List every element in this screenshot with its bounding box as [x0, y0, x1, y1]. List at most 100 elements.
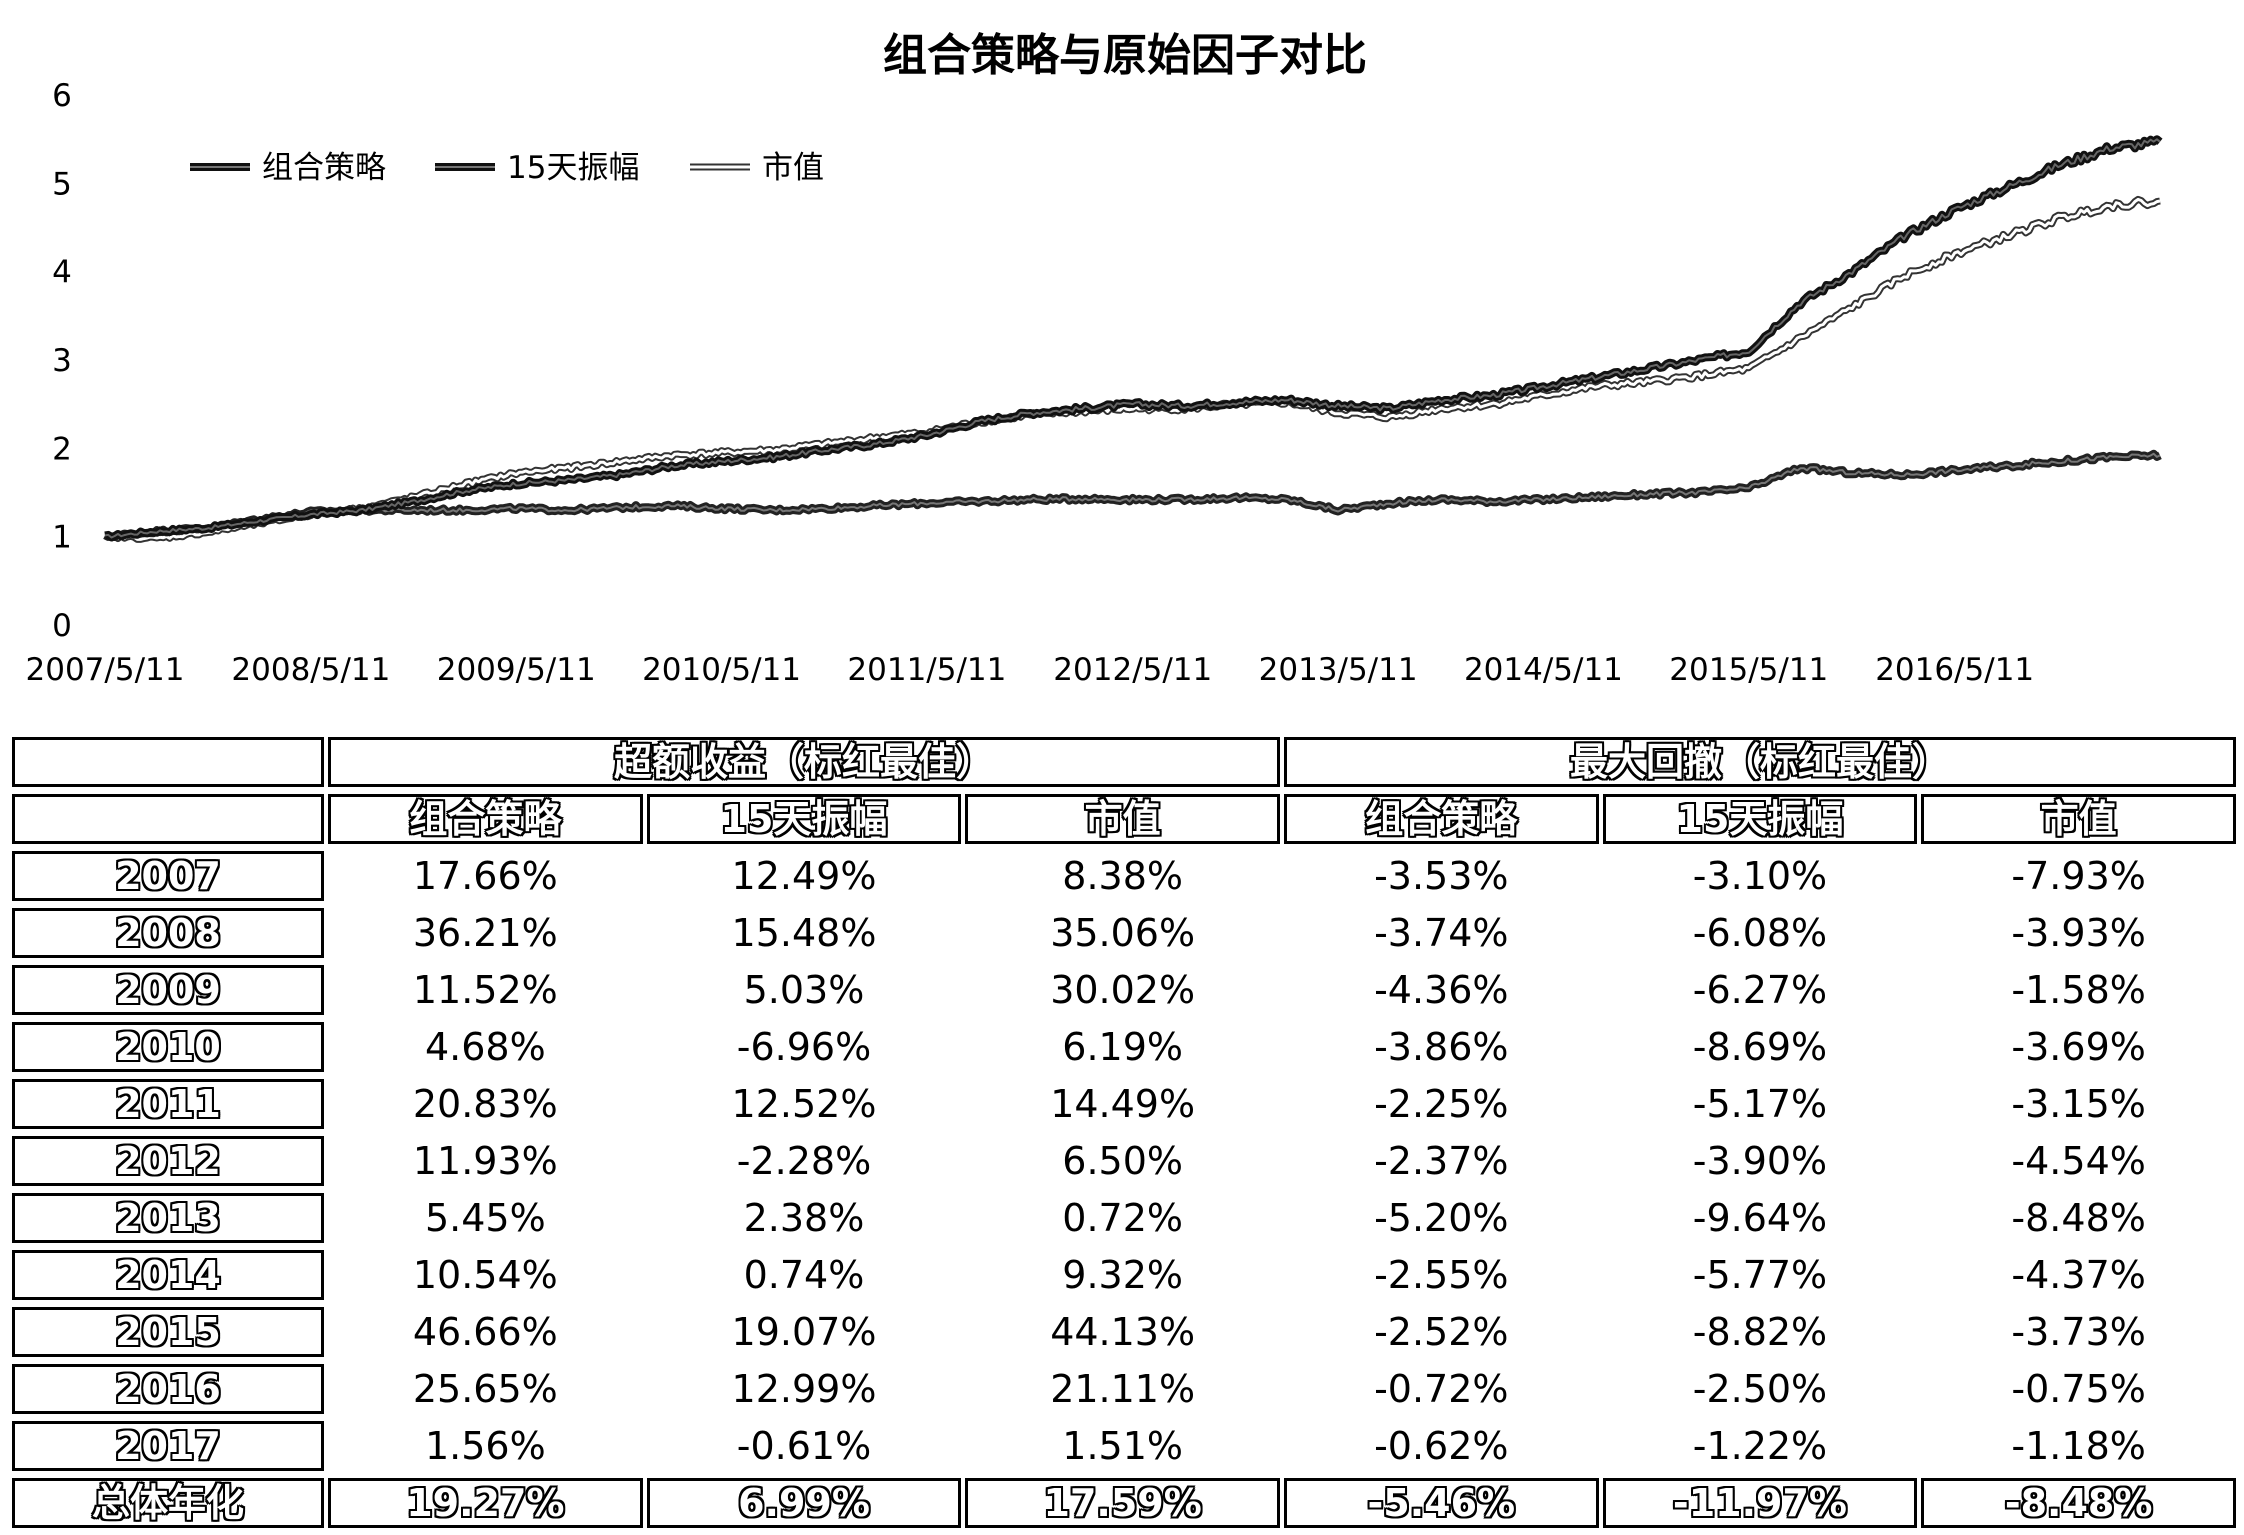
y-tick-label: 4: [52, 255, 72, 291]
value-cell: 19.07%: [731, 1310, 877, 1354]
value-cell: -3.10%: [1692, 854, 1828, 898]
series-line: [103, 449, 2162, 541]
value-cell: 12.52%: [731, 1082, 877, 1126]
legend-item: 市值: [690, 150, 824, 186]
x-tick-label: 2007/5/11: [26, 652, 185, 688]
value-cell: 6.50%: [1062, 1139, 1183, 1183]
chart-legend: 组合策略 15天振幅 市值: [190, 150, 824, 186]
value-cell: -2.55%: [1374, 1253, 1509, 1297]
summary-cell: -8.48%: [1921, 1478, 2236, 1528]
value-cell: -0.75%: [2011, 1367, 2146, 1411]
value-cell: -3.74%: [1374, 911, 1509, 955]
table-row: 2008 36.21% 15.48% 35.06% -3.74% -6.08% -3.93%: [12, 908, 2236, 958]
x-tick-label: 2010/5/11: [642, 652, 801, 688]
series-line: [104, 195, 2161, 543]
value-cell: 20.83%: [412, 1082, 558, 1126]
table-row: 2010 4.68% -6.96% 6.19% -3.86% -8.69% -3.69%: [12, 1022, 2236, 1072]
year-cell: 2017: [12, 1421, 324, 1471]
value-cell: -3.90%: [1692, 1139, 1828, 1183]
value-cell: 5.03%: [743, 968, 865, 1012]
value-cell: -6.96%: [736, 1025, 872, 1069]
table-summary-row: 总体年化 19.27% 6.99% 17.59% -5.46% -11.97% …: [12, 1478, 2236, 1528]
y-tick-label: 0: [52, 608, 72, 644]
table-row: 2014 10.54% 0.74% 9.32% -2.55% -5.77% -4.37%: [12, 1250, 2236, 1300]
x-tick-label: 2013/5/11: [1259, 652, 1418, 688]
value-cell: -4.54%: [2011, 1139, 2146, 1183]
table-row: 2012 11.93% -2.28% 6.50% -2.37% -3.90% -4.54%: [12, 1136, 2236, 1186]
value-cell: -3.86%: [1374, 1025, 1509, 1069]
value-cell: -6.08%: [1692, 911, 1828, 955]
sub-header-cell: 15天振幅: [1602, 794, 1918, 844]
legend-label: 15天振幅: [507, 150, 639, 186]
year-cell: 2009: [12, 965, 324, 1015]
year-cell: 2011: [12, 1079, 324, 1129]
year-cell: 2016: [12, 1364, 324, 1414]
value-cell: 11.52%: [412, 968, 558, 1012]
sub-header-cell: 组合策略: [328, 794, 643, 844]
x-tick-label: 2009/5/11: [437, 652, 596, 688]
y-tick-label: 6: [52, 78, 72, 114]
summary-cell: 17.59%: [965, 1478, 1280, 1528]
value-cell: -0.72%: [1374, 1367, 1509, 1411]
y-tick-label: 2: [52, 431, 72, 467]
value-cell: -0.62%: [1374, 1424, 1509, 1468]
summary-cell: -11.97%: [1602, 1478, 1918, 1528]
value-cell: -1.22%: [1692, 1424, 1828, 1468]
value-cell: -3.73%: [2011, 1310, 2146, 1354]
value-cell: -1.18%: [2011, 1424, 2146, 1468]
year-cell: 2013: [12, 1193, 324, 1243]
value-cell: 4.68%: [424, 1025, 546, 1069]
year-cell: 2010: [12, 1022, 324, 1072]
x-axis-ticks: 2007/5/11 2008/5/11 2009/5/11 2010/5/11 2011…: [26, 652, 2035, 688]
value-cell: 25.65%: [412, 1367, 558, 1411]
performance-table: 超额收益（标红最佳） 最大回撤（标红最佳） 组合策略 15天振幅 市值 组合策略…: [8, 730, 2240, 1535]
legend-item: 15天振幅: [435, 150, 639, 186]
table-row: 2007 17.66% 12.49% 8.38% -3.53% -3.10% -7.93%: [12, 851, 2236, 901]
value-cell: -2.52%: [1374, 1310, 1509, 1354]
value-cell: 6.19%: [1062, 1025, 1183, 1069]
corner-cell: [12, 794, 324, 844]
value-cell: -2.25%: [1374, 1082, 1509, 1126]
series-line: [104, 135, 2163, 542]
value-cell: -3.69%: [2011, 1025, 2146, 1069]
group-header-max-drawdown: 最大回撤（标红最佳）: [1283, 737, 2236, 787]
value-cell: 12.49%: [731, 854, 877, 898]
value-cell: -5.20%: [1374, 1196, 1509, 1240]
y-tick-label: 5: [52, 166, 72, 202]
year-cell: 2007: [12, 851, 324, 901]
value-cell: 12.99%: [731, 1367, 877, 1411]
sub-header-cell: 市值: [965, 794, 1280, 844]
value-cell: 35.06%: [1050, 911, 1196, 955]
corner-cell: [12, 737, 324, 787]
year-cell: 2012: [12, 1136, 324, 1186]
value-cell: 0.72%: [1062, 1196, 1183, 1240]
chart-title: 组合策略与原始因子对比: [883, 30, 1367, 81]
value-cell: -5.17%: [1692, 1082, 1828, 1126]
legend-label: 市值: [762, 150, 824, 186]
table-row: 2015 46.66% 19.07% 44.13% -2.52% -8.82% -3.73%: [12, 1307, 2236, 1357]
series-layer: [103, 135, 2163, 543]
x-tick-label: 2011/5/11: [847, 652, 1006, 688]
value-cell: -3.53%: [1374, 854, 1509, 898]
value-cell: 1.51%: [1062, 1424, 1183, 1468]
value-cell: -6.27%: [1692, 968, 1828, 1012]
value-cell: 44.13%: [1050, 1310, 1196, 1354]
legend-label: 组合策略: [262, 150, 386, 186]
value-cell: 9.32%: [1062, 1253, 1183, 1297]
summary-cell: 6.99%: [646, 1478, 962, 1528]
x-tick-label: 2015/5/11: [1669, 652, 1828, 688]
value-cell: 0.74%: [743, 1253, 865, 1297]
sub-header-cell: 市值: [1921, 794, 2236, 844]
x-tick-label: 2008/5/11: [231, 652, 390, 688]
value-cell: 46.66%: [412, 1310, 558, 1354]
table-row: 2009 11.52% 5.03% 30.02% -4.36% -6.27% -1.58%: [12, 965, 2236, 1015]
value-cell: 17.66%: [412, 854, 558, 898]
value-cell: 1.56%: [424, 1424, 546, 1468]
y-tick-label: 1: [52, 520, 72, 556]
x-tick-label: 2016/5/11: [1875, 652, 2034, 688]
x-tick-label: 2014/5/11: [1464, 652, 1623, 688]
value-cell: -0.61%: [736, 1424, 872, 1468]
value-cell: 14.49%: [1050, 1082, 1196, 1126]
value-cell: 5.45%: [424, 1196, 546, 1240]
